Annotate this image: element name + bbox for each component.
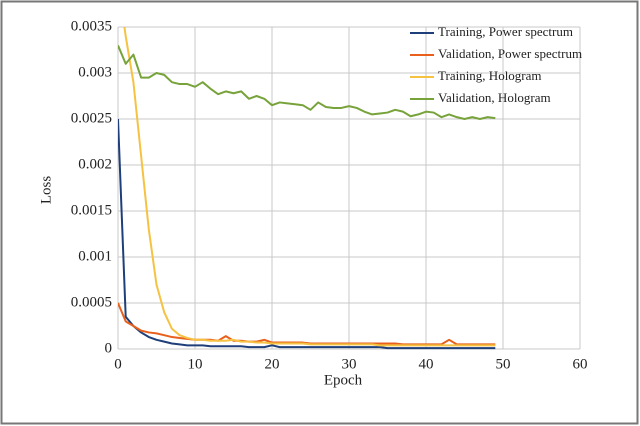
y-tick-label: 0.001 <box>78 248 112 264</box>
y-tick-label: 0.0005 <box>71 294 112 310</box>
x-tick-label: 60 <box>573 356 588 372</box>
line-series <box>118 118 496 350</box>
y-axis-label: Loss <box>38 176 54 205</box>
legend-label: Validation, Power spectrum <box>438 46 582 61</box>
y-tick-label: 0.0035 <box>71 18 112 34</box>
x-tick-label: 50 <box>496 356 511 372</box>
y-tick-label: 0 <box>105 340 113 356</box>
y-tick-label: 0.003 <box>78 64 112 80</box>
x-tick-label: 10 <box>188 356 203 372</box>
legend-label: Training, Hologram <box>438 68 542 83</box>
line-series <box>123 27 496 347</box>
y-tick-label: 0.0025 <box>71 110 112 126</box>
x-tick-label: 0 <box>114 356 122 372</box>
x-tick-label: 40 <box>419 356 434 372</box>
legend-label: Validation, Hologram <box>438 90 551 105</box>
x-axis-label: Epoch <box>324 372 363 388</box>
y-tick-label: 0.002 <box>78 156 112 172</box>
y-tick-label: 0.0015 <box>71 202 112 218</box>
legend-label: Training, Power spectrum <box>438 24 573 39</box>
line-series <box>118 45 496 120</box>
x-tick-label: 30 <box>342 356 357 372</box>
x-tick-label: 20 <box>265 356 280 372</box>
plot-lines <box>118 27 496 350</box>
